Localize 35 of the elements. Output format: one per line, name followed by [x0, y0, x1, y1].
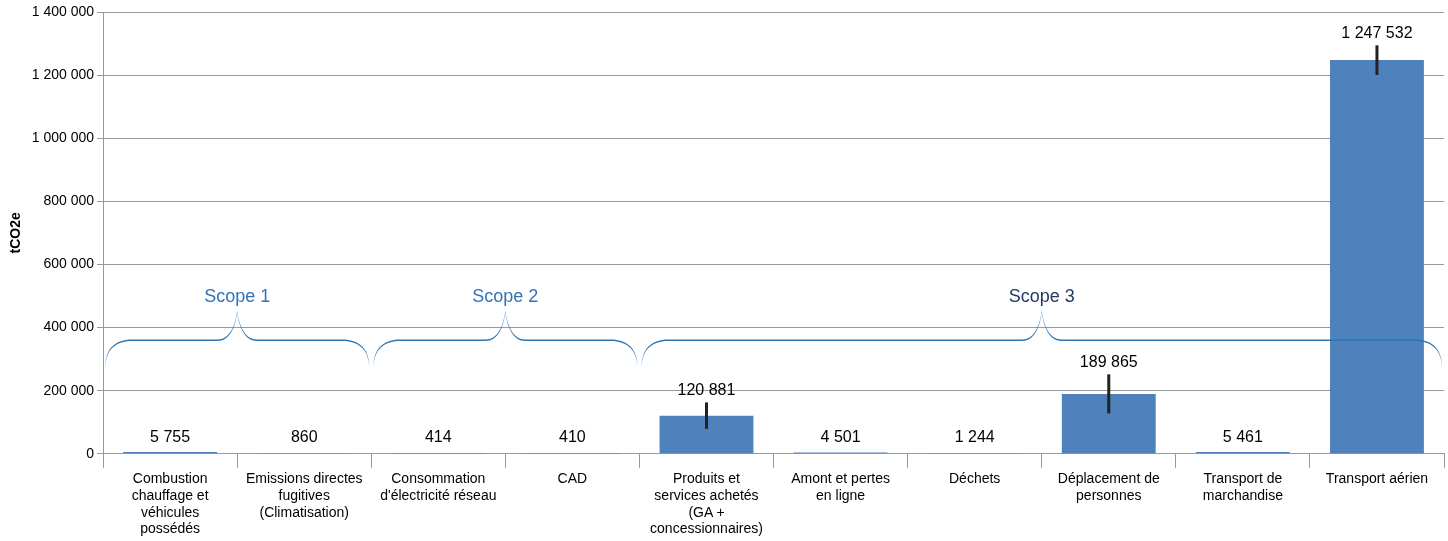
data-label: 1 244	[954, 428, 995, 446]
data-label: 4 501	[820, 428, 861, 446]
y-tick-label: 200 000	[43, 381, 95, 398]
x-tick-label: Transport aérien	[1325, 470, 1429, 487]
data-label: 860	[290, 428, 318, 446]
y-tick-label: 1 200 000	[31, 65, 95, 82]
annotation: Scope 1	[204, 285, 271, 306]
y-tick-label: 800 000	[43, 192, 95, 209]
annotation: Scope 3	[1008, 285, 1075, 306]
x-tick-label: Déchets	[949, 470, 1001, 487]
x-tick-label: Combustion chauffage et véhicules possédés	[131, 470, 209, 537]
x-tick-label: Transport de marchandise	[1202, 470, 1284, 503]
y-tick-label: 1 400 000	[31, 2, 95, 19]
bar	[1061, 393, 1156, 454]
data-label: 410	[559, 428, 586, 446]
data-label: 189 865	[1079, 352, 1138, 370]
x-tick-label: CAD	[557, 470, 588, 487]
x-tick-label: Déplacement de personnes	[1057, 470, 1160, 503]
data-label: 120 881	[677, 380, 736, 398]
data-label: 414	[424, 428, 452, 446]
x-tick-label: Produits et services achetés (GA + concessionnaires)	[650, 470, 763, 537]
y-tick-label: 1 000 000	[31, 129, 95, 146]
y-tick-label: 400 000	[43, 318, 95, 335]
bar	[659, 415, 754, 454]
x-tick-label: Amont et pertes en ligne	[791, 470, 890, 503]
data-label: 5 461	[1222, 428, 1263, 446]
y-axis-title: tCO2e	[7, 212, 24, 254]
bar	[1330, 60, 1424, 454]
annotation: Scope 2	[472, 285, 539, 306]
x-tick-label: Consommation d'électricité réseau	[380, 470, 497, 503]
data-label: 1 247 532	[1341, 23, 1413, 41]
x-tick-label: Emissions directes fugitives (Climatisation)	[245, 470, 363, 520]
data-label: 5 755	[150, 428, 191, 446]
y-tick-label: 600 000	[43, 255, 95, 272]
y-tick-label: 0	[86, 444, 95, 461]
